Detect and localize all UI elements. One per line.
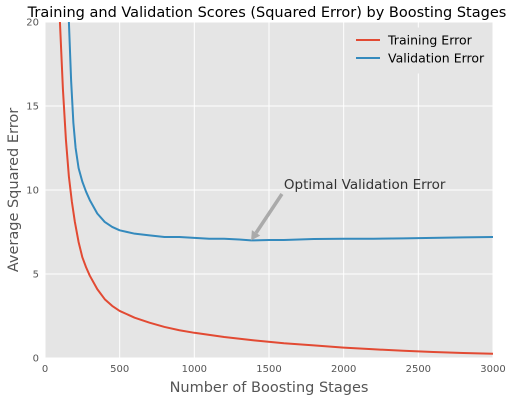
- annotation-arrowhead: [251, 230, 261, 241]
- x-tick-label: 1500: [256, 364, 281, 375]
- legend-validation-label: Validation Error: [388, 51, 485, 66]
- x-tick-label: 0: [42, 364, 48, 375]
- x-tick-label: 2000: [331, 364, 356, 375]
- x-tick-label: 2500: [406, 364, 431, 375]
- y-tick-label: 20: [26, 18, 39, 29]
- y-tick-label: 5: [33, 270, 39, 281]
- validation-error-line: [67, 21, 494, 242]
- chart-title: Training and Validation Scores (Squared …: [27, 5, 507, 21]
- legend: Training Error Validation Error: [345, 27, 488, 74]
- legend-training-label: Training Error: [387, 33, 473, 48]
- y-tick-label: 15: [26, 102, 39, 113]
- y-axis-label: Average Squared Error: [6, 108, 22, 272]
- y-tick-label: 0: [33, 354, 39, 365]
- x-tick-label: 1000: [182, 364, 207, 375]
- annotation: Optimal Validation Error: [251, 177, 446, 241]
- x-tick-label: 500: [110, 364, 129, 375]
- x-axis-ticks: 0 500 1000 1500 2000 2500 3000: [42, 364, 506, 375]
- legend-box: [345, 27, 488, 74]
- y-tick-label: 10: [26, 186, 39, 197]
- x-axis-label: Number of Boosting Stages: [170, 380, 369, 396]
- grid-lines: [44, 21, 494, 359]
- training-error-line: [58, 21, 494, 355]
- series-lines: [58, 21, 494, 355]
- y-axis-ticks: 0 5 10 15 20: [26, 18, 39, 365]
- annotation-arrow: [254, 193, 284, 234]
- x-tick-label: 3000: [480, 364, 505, 375]
- annotation-label: Optimal Validation Error: [284, 177, 446, 193]
